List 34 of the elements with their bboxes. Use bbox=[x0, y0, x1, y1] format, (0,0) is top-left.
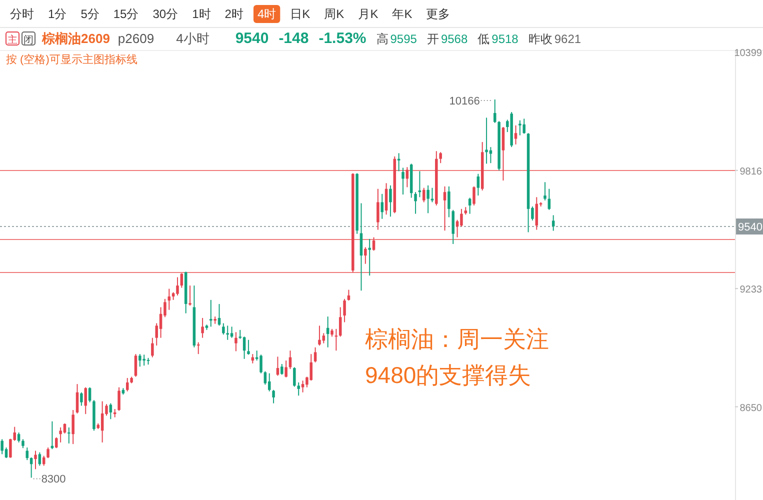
annotation: 开 bbox=[426, 32, 439, 46]
annotation: 周K bbox=[324, 7, 344, 21]
annotation: 月K bbox=[358, 7, 378, 21]
annotation: 4小时 bbox=[176, 31, 210, 46]
annotation: 10166 bbox=[449, 95, 480, 108]
annotation: -1.53% bbox=[318, 30, 366, 47]
annotation: 分时 bbox=[10, 7, 34, 21]
annotation: 低 bbox=[478, 32, 490, 46]
annotation: 日K bbox=[290, 7, 310, 21]
annotation: 棕榈油：周一关注 bbox=[365, 326, 549, 352]
annotation: 30分 bbox=[152, 7, 178, 21]
annotation: 9621 bbox=[554, 32, 582, 46]
title: 棕榈油2609 bbox=[42, 31, 110, 46]
annotation: 5分 bbox=[80, 7, 100, 21]
annotation: 8300 bbox=[41, 474, 66, 486]
subtitle: p2609 bbox=[118, 31, 154, 46]
annotation: 更多 bbox=[426, 7, 450, 21]
annotation: 9480的支撑得失 bbox=[365, 362, 532, 388]
annotation: 9568 bbox=[440, 32, 468, 46]
annotation: 2时 bbox=[224, 7, 244, 21]
annotation: 9540 bbox=[235, 30, 269, 47]
annotation: 1分 bbox=[48, 7, 67, 21]
annotation: 15分 bbox=[113, 7, 139, 21]
annotation: 闭 bbox=[24, 35, 34, 46]
annotation: 按 (空格)可显示主图指标线 bbox=[6, 54, 138, 66]
annotation: 高 bbox=[376, 32, 388, 46]
annotation: 4时 bbox=[257, 7, 276, 21]
annotation: 9518 bbox=[492, 32, 518, 46]
annotation: 9595 bbox=[390, 32, 417, 46]
annotation: 年K bbox=[392, 7, 412, 21]
annotation: 昨收 bbox=[528, 32, 552, 46]
annotation: 主 bbox=[8, 35, 18, 46]
annotation: -148 bbox=[278, 30, 309, 47]
annotation: 1时 bbox=[192, 7, 211, 21]
